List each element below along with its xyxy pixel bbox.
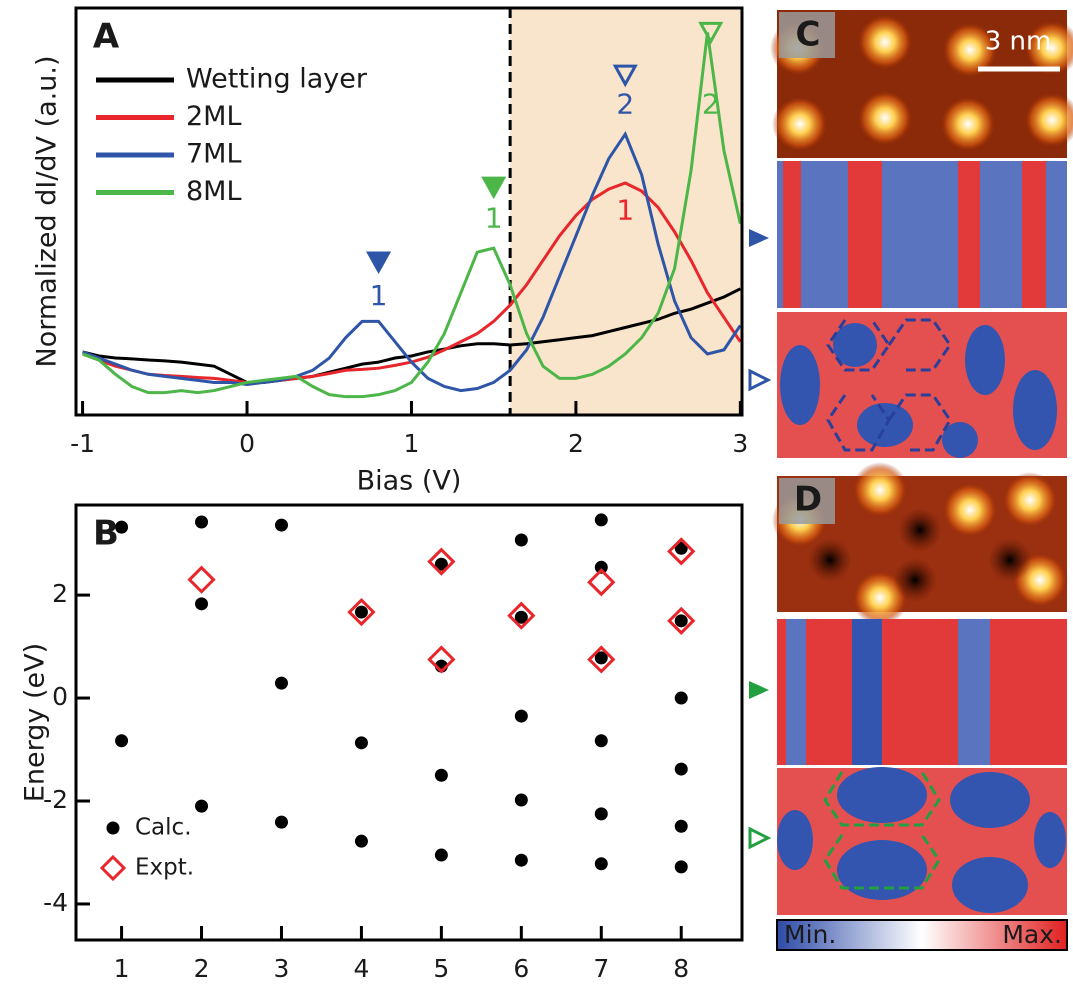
point <box>595 734 608 747</box>
peak-label: 1 <box>616 194 634 227</box>
stm-dark <box>988 538 1032 582</box>
x-tick-label: 4 <box>353 954 369 983</box>
legend-label: 2ML <box>186 101 242 132</box>
x-tick-label: 8 <box>673 954 689 983</box>
legend-label: Expt. <box>135 855 194 881</box>
point <box>515 854 528 867</box>
point <box>355 736 368 749</box>
point <box>675 763 688 776</box>
x-tick-label: 3 <box>732 429 748 458</box>
point <box>595 513 608 526</box>
point <box>195 800 208 813</box>
y-tick-label: -4 <box>43 888 68 917</box>
colorbar-max: Max. <box>1002 920 1062 949</box>
peak-label: 2 <box>616 88 634 121</box>
stm-spot <box>857 14 913 70</box>
x-tick-label: 7 <box>593 954 609 983</box>
point <box>115 734 128 747</box>
point <box>435 769 448 782</box>
y-tick-label: 0 <box>52 682 68 711</box>
peak-label: 1 <box>485 202 503 235</box>
panel-label: B <box>93 514 119 554</box>
x-tick-label: 2 <box>194 954 210 983</box>
point <box>595 857 608 870</box>
x-tick-label: 3 <box>274 954 290 983</box>
image-d <box>772 462 1068 950</box>
panel-label: D <box>794 480 822 520</box>
point <box>355 835 368 848</box>
image-markers <box>749 229 769 847</box>
x-tick-label: 0 <box>239 429 255 458</box>
stm-spot <box>942 482 998 538</box>
point <box>275 677 288 690</box>
image-c <box>770 10 1073 458</box>
peak-marker <box>484 178 504 196</box>
x-tick-label: 1 <box>114 954 130 983</box>
point <box>675 860 688 873</box>
x-tick-label: 5 <box>433 954 449 983</box>
scale-bar-label: 3 nm <box>985 27 1052 57</box>
legend-swatch <box>107 822 120 835</box>
peak-marker <box>369 253 389 271</box>
stm-dark <box>893 558 937 602</box>
legend-swatch <box>102 857 124 879</box>
x-tick-label: 2 <box>568 429 584 458</box>
x-tick-label: 1 <box>404 429 420 458</box>
panel-label: C <box>796 15 821 55</box>
point <box>435 849 448 862</box>
legend-label: Calc. <box>135 815 192 841</box>
point <box>275 519 288 532</box>
point <box>195 515 208 528</box>
stm-dark <box>898 508 942 552</box>
panel-label: A <box>93 17 120 57</box>
legend-label: 8ML <box>186 176 242 207</box>
colorbar-min: Min. <box>784 920 836 949</box>
point <box>515 534 528 547</box>
y-axis-title: Energy (eV) <box>20 643 51 802</box>
stm-spot <box>1002 472 1058 528</box>
peak-label: 1 <box>370 279 388 312</box>
legend-label: 7ML <box>186 139 242 170</box>
legend-label: Wetting layer <box>186 64 368 95</box>
y-axis-title: Normalized dI/dV (a.u.) <box>32 56 63 368</box>
point <box>195 597 208 610</box>
x-tick-label: 6 <box>513 954 529 983</box>
point <box>675 692 688 705</box>
y-tick-label: 2 <box>52 579 68 608</box>
point <box>515 710 528 723</box>
stm-dark <box>808 538 852 582</box>
point <box>190 568 214 592</box>
point <box>595 807 608 820</box>
point <box>275 816 288 829</box>
stm-spot <box>940 96 996 152</box>
peak-label: 2 <box>702 88 720 121</box>
point <box>515 793 528 806</box>
x-tick-label: -1 <box>70 429 95 458</box>
x-axis-title: Bias (V) <box>357 466 462 497</box>
stm-spot <box>772 96 828 152</box>
stm-spot <box>852 462 908 518</box>
point <box>675 820 688 833</box>
point <box>355 606 368 619</box>
point <box>589 570 613 594</box>
point <box>675 614 688 627</box>
stm-spot <box>857 90 913 146</box>
figure: C D 3 nm Min. Max. -1 0 1 2 3 1 1 1 2 2 Wetting la… <box>0 0 1073 993</box>
